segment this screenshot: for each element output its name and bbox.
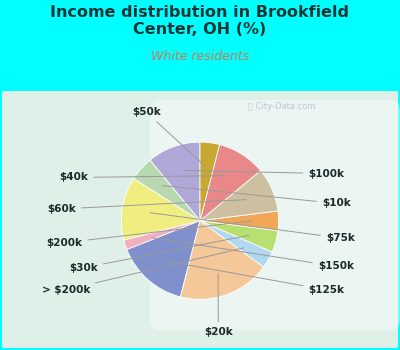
Text: $125k: $125k: [167, 261, 344, 295]
Wedge shape: [200, 221, 272, 267]
Text: Income distribution in Brookfield
Center, OH (%): Income distribution in Brookfield Center…: [50, 5, 350, 37]
Wedge shape: [200, 145, 260, 221]
Wedge shape: [127, 221, 200, 297]
Wedge shape: [200, 170, 278, 221]
Wedge shape: [121, 178, 200, 240]
Text: ⓘ City-Data.com: ⓘ City-Data.com: [248, 102, 316, 111]
Wedge shape: [150, 142, 200, 221]
FancyBboxPatch shape: [2, 91, 398, 348]
Text: $30k: $30k: [69, 235, 249, 273]
Text: $50k: $50k: [132, 107, 205, 166]
Wedge shape: [200, 221, 278, 252]
Wedge shape: [180, 221, 264, 299]
Text: $40k: $40k: [60, 173, 226, 182]
Text: $100k: $100k: [185, 169, 344, 178]
Text: $20k: $20k: [204, 274, 233, 337]
Wedge shape: [124, 221, 200, 250]
Text: $200k: $200k: [46, 221, 251, 248]
Text: $150k: $150k: [152, 238, 354, 271]
Text: $10k: $10k: [163, 186, 351, 208]
Wedge shape: [200, 211, 279, 231]
Text: $75k: $75k: [150, 213, 355, 243]
Wedge shape: [134, 160, 200, 221]
Text: $60k: $60k: [47, 199, 246, 214]
Text: White residents: White residents: [151, 50, 249, 63]
Text: > $200k: > $200k: [42, 248, 244, 295]
FancyBboxPatch shape: [150, 100, 400, 330]
Wedge shape: [200, 142, 220, 221]
